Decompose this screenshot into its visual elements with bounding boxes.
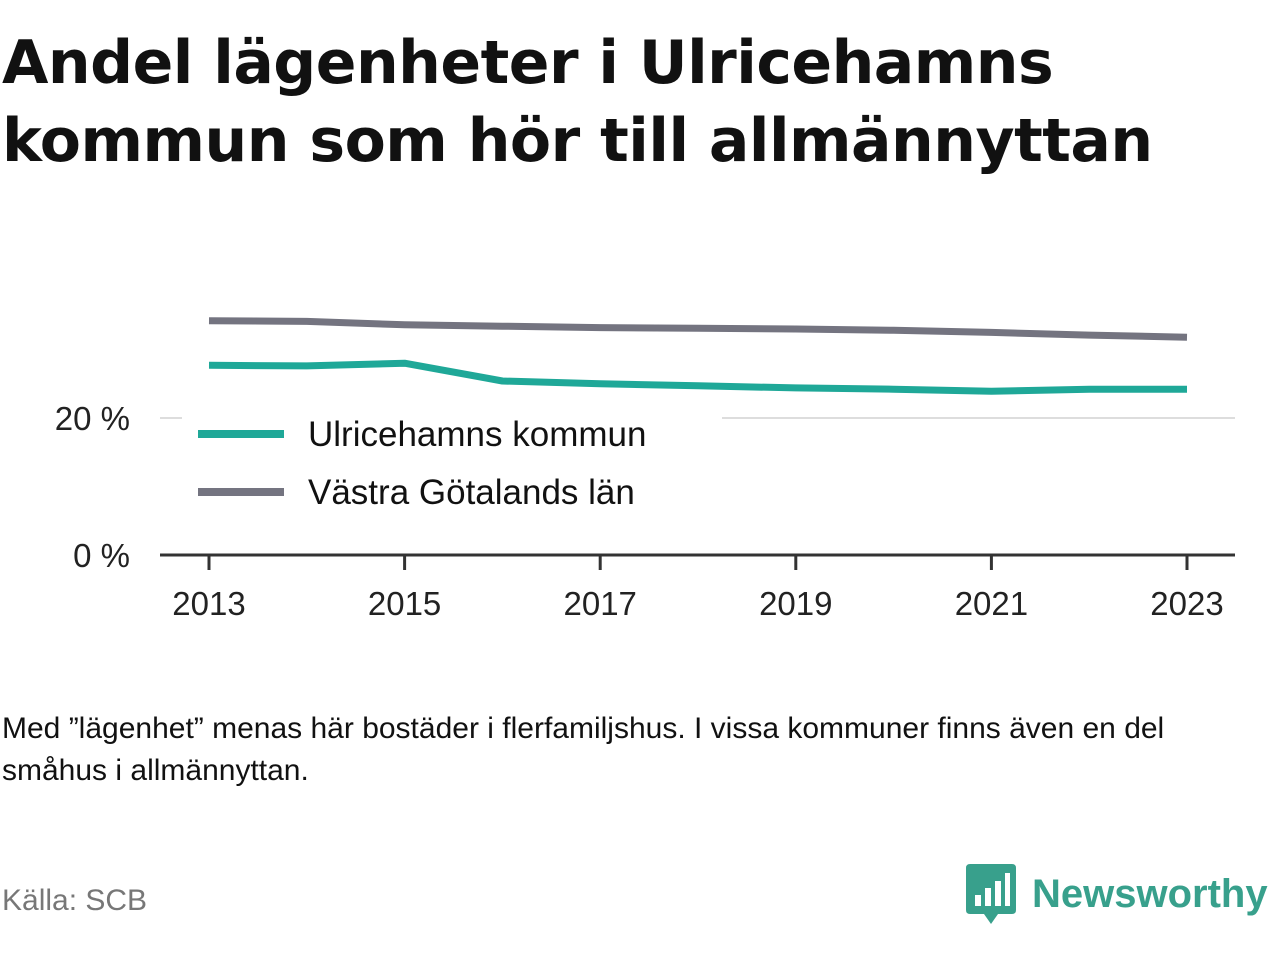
- chart-title: Andel lägenheter i Ulricehamns kommun so…: [2, 28, 1153, 176]
- x-tick-label: 2023: [1150, 585, 1223, 622]
- axes: 0 % 20 % 2013 2015 2017 2019 2021 2023: [55, 400, 1235, 622]
- legend-background: [182, 405, 722, 530]
- y-tick-label: 0 %: [73, 537, 130, 574]
- x-tick-label: 2019: [759, 585, 832, 622]
- brand-name: Newsworthy: [1032, 871, 1268, 916]
- legend-label: Västra Götalands län: [308, 473, 635, 512]
- x-tick-label: 2017: [563, 585, 636, 622]
- source-label: Källa: SCB: [2, 884, 148, 917]
- x-tick-label: 2021: [955, 585, 1028, 622]
- bar-chart-icon: [966, 864, 1016, 924]
- line-chart: 0 % 20 % 2013 2015 2017 2019 2021 2023 Ulriceha…: [55, 317, 1235, 622]
- y-tick-label: 20 %: [55, 400, 130, 437]
- x-tick-label: 2015: [368, 585, 441, 622]
- series-line-1: [208, 317, 1188, 341]
- chart-note: Med ”lägenhet” menas här bostäder i fler…: [2, 712, 1165, 787]
- series-lines: [208, 317, 1188, 395]
- newsworthy-logo: Newsworthy: [966, 864, 1268, 924]
- x-tick-label: 2013: [172, 585, 245, 622]
- legend-label: Ulricehamns kommun: [308, 415, 646, 454]
- legend: Ulricehamns kommun Västra Götalands län: [182, 405, 722, 530]
- series-line-0: [208, 359, 1187, 395]
